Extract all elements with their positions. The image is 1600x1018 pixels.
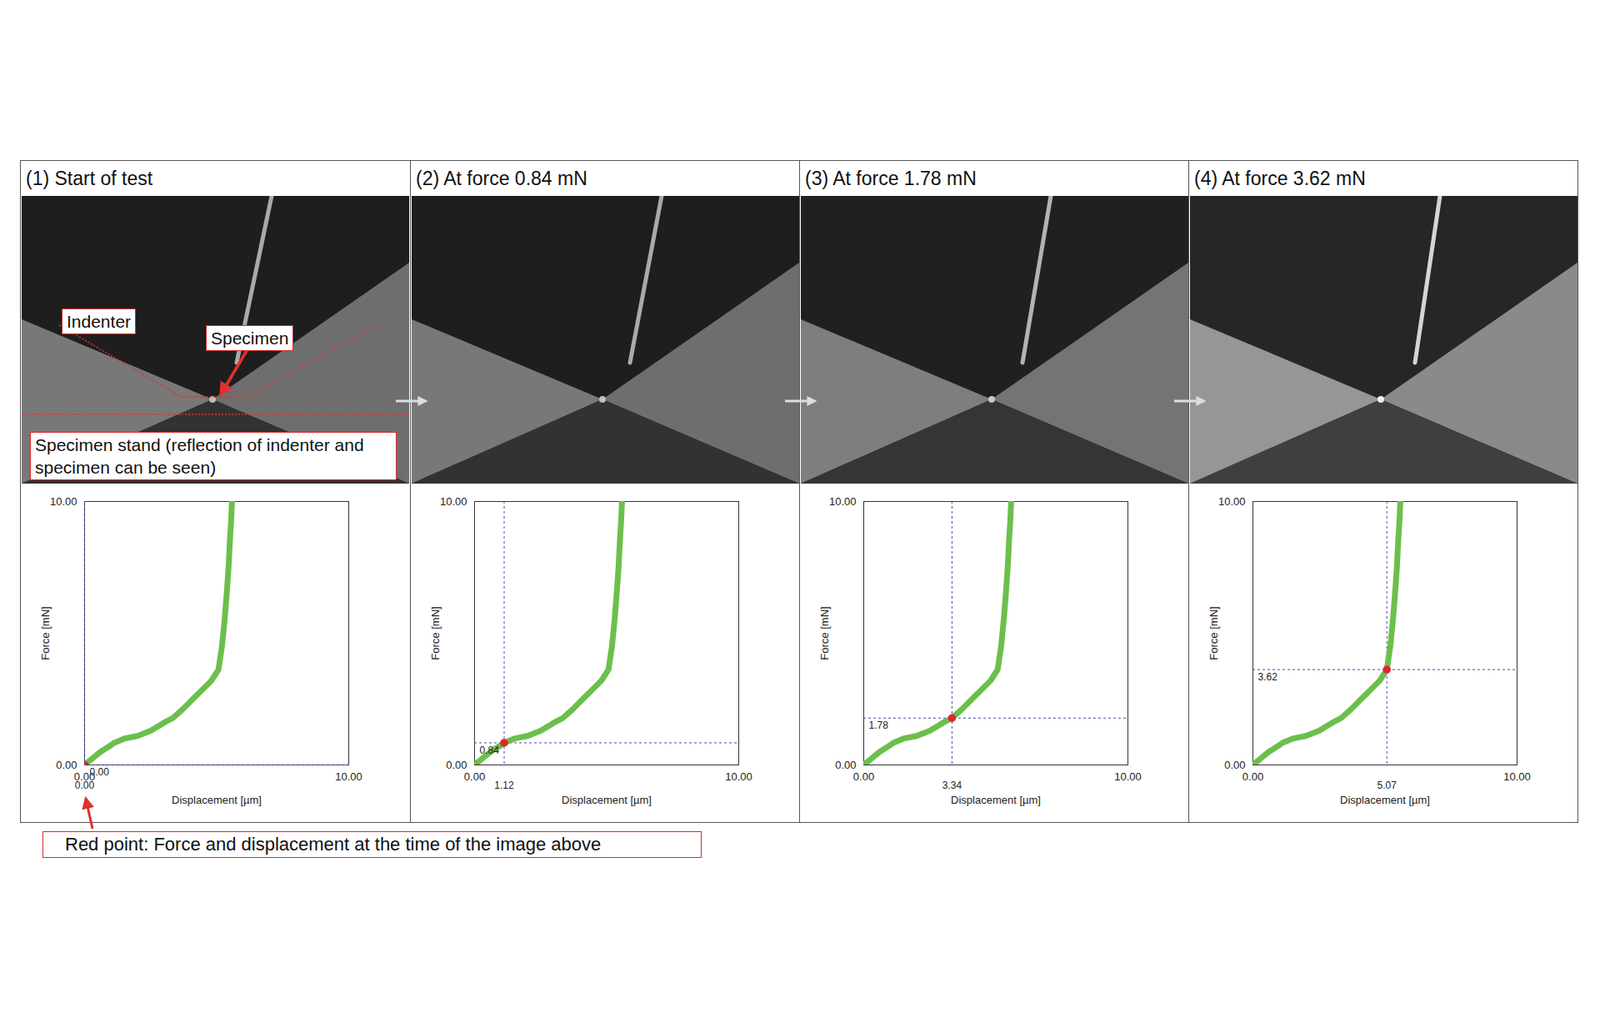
svg-text:1.12: 1.12 [494, 779, 515, 791]
svg-text:5.07: 5.07 [1377, 779, 1398, 791]
svg-text:10.00: 10.00 [1503, 770, 1531, 783]
svg-text:Displacement [µm]: Displacement [µm] [950, 793, 1041, 806]
svg-text:10.00: 10.00 [440, 495, 468, 508]
svg-text:Force [mN]: Force [mN] [1207, 605, 1220, 660]
html-text:Specimen stand (reflection of: Specimen stand (reflection of indenter a… [35, 435, 364, 477]
svg-text:0.00: 0.00 [55, 758, 77, 771]
html-text:Indenter: Indenter [66, 311, 131, 331]
svg-text:0.00: 0.00 [835, 758, 856, 771]
svg-text:10.00: 10.00 [335, 770, 363, 783]
svg-text:0.00: 0.00 [464, 770, 485, 783]
svg-text:3.62: 3.62 [1258, 670, 1279, 683]
html-text:(4) At force 3.62 mN: (4) At force 3.62 mN [1194, 167, 1366, 190]
svg-text:0.00: 0.00 [853, 770, 875, 783]
svg-text:10.00: 10.00 [50, 495, 78, 508]
svg-text:Displacement [µm]: Displacement [µm] [1340, 793, 1430, 806]
html-text:(1) Start of test: (1) Start of test [25, 167, 153, 190]
svg-text:Force [mN]: Force [mN] [818, 605, 831, 660]
html-text:(3) At force 1.78 mN: (3) At force 1.78 mN [805, 167, 977, 190]
html-text:Specimen: Specimen [210, 328, 289, 348]
svg-text:10.00: 10.00 [1114, 770, 1142, 783]
svg-text:0.00: 0.00 [90, 765, 110, 778]
svg-text:0.00: 0.00 [1242, 770, 1264, 783]
html-text:Red point: Force and displacem: Red point: Force and displacement at the… [65, 833, 602, 855]
svg-text:Force [mN]: Force [mN] [39, 605, 52, 660]
svg-text:1.78: 1.78 [869, 719, 890, 731]
svg-text:10.00: 10.00 [829, 495, 857, 508]
svg-text:10.00: 10.00 [1218, 495, 1246, 508]
svg-text:Displacement [µm]: Displacement [µm] [171, 793, 262, 806]
svg-text:0.00: 0.00 [445, 758, 467, 771]
svg-text:0.00: 0.00 [75, 779, 95, 791]
svg-text:Displacement [µm]: Displacement [µm] [561, 793, 652, 806]
svg-text:10.00: 10.00 [725, 770, 753, 783]
svg-text:Force [mN]: Force [mN] [429, 605, 442, 660]
svg-text:3.34: 3.34 [942, 779, 963, 791]
svg-text:0.84: 0.84 [480, 744, 500, 756]
svg-text:0.00: 0.00 [1224, 758, 1245, 771]
html-text:(2) At force 0.84 mN: (2) At force 0.84 mN [415, 167, 588, 190]
